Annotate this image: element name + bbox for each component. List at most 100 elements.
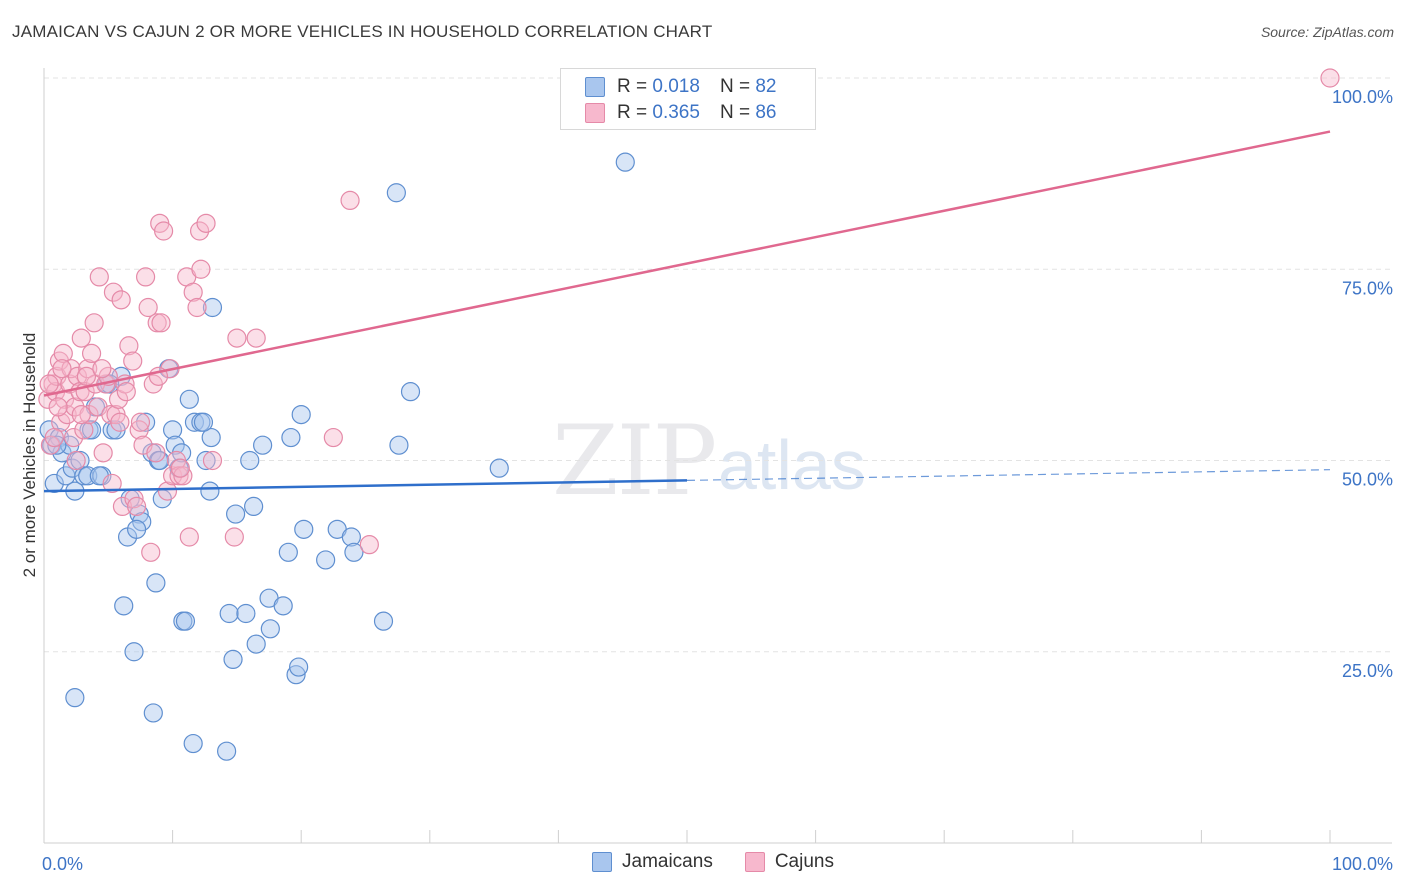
jamaicans-point xyxy=(244,496,264,516)
tick-labels: 25.0% 50.0% 75.0% 100.0% 0.0% 100.0% xyxy=(42,87,1393,874)
jamaicans-trend-extension xyxy=(686,469,1331,481)
cajuns-point xyxy=(130,412,151,432)
cajuns-point xyxy=(129,420,149,440)
cajuns-point xyxy=(44,427,64,448)
jamaicans-legend-swatch xyxy=(592,852,612,872)
jamaicans-point xyxy=(260,619,280,639)
jamaicans-point xyxy=(200,481,220,501)
cajuns-point xyxy=(126,496,147,516)
cajuns-point xyxy=(183,282,203,302)
jamaicans-point xyxy=(489,458,509,478)
y-tick-label: 100.0% xyxy=(1332,87,1393,107)
jamaicans-point xyxy=(344,542,364,562)
cajuns-point xyxy=(78,359,98,379)
jamaicans-point xyxy=(114,596,134,616)
x-tick-label: 100.0% xyxy=(1332,854,1393,874)
jamaicans-point xyxy=(126,519,147,539)
cajuns-point xyxy=(138,297,158,318)
stats-row-cajuns: R = 0.365 N = 86 xyxy=(585,100,776,126)
jamaicans-point xyxy=(175,611,196,631)
cajuns-point xyxy=(323,427,343,448)
y-tick-label: 25.0% xyxy=(1342,661,1393,681)
cajuns-trend-line xyxy=(43,130,1331,397)
cajuns-point xyxy=(89,267,109,287)
jamaicans-point xyxy=(217,741,237,761)
stats-row-jamaicans: R = 0.018 N = 82 xyxy=(585,74,776,100)
jamaicans-point xyxy=(226,504,246,524)
y-axis-label: 2 or more Vehicles in Household xyxy=(20,333,39,578)
jamaicans-point xyxy=(278,542,298,562)
cajuns-point xyxy=(102,473,122,494)
r-label: R = xyxy=(617,76,648,97)
cajuns-point xyxy=(202,450,223,471)
cajuns-point xyxy=(63,427,84,448)
jamaicans-r-value: 0.018 xyxy=(652,76,700,97)
cajuns-r-value: 0.365 xyxy=(652,102,700,123)
legend-item-cajuns[interactable]: Cajuns xyxy=(744,851,834,873)
jamaicans-point xyxy=(289,657,309,677)
cajuns-point xyxy=(1320,68,1340,88)
jamaicans-point xyxy=(65,688,85,708)
cajuns-point xyxy=(170,458,190,478)
jamaicans-point xyxy=(193,412,214,432)
jamaicans-point xyxy=(135,412,156,432)
cajuns-point xyxy=(135,267,156,287)
cajuns-point xyxy=(111,290,131,310)
jamaicans-point xyxy=(129,504,149,524)
cajuns-point xyxy=(173,466,193,486)
jamaicans-point xyxy=(253,435,273,455)
r-label: R = xyxy=(617,102,648,123)
cajuns-point xyxy=(153,221,174,241)
cajuns-point xyxy=(52,359,72,379)
jamaicans-swatch xyxy=(585,77,605,97)
cajuns-point xyxy=(224,527,244,547)
cajuns-point xyxy=(74,420,94,440)
watermark-atlas: atlas xyxy=(718,426,866,504)
y-tick-label: 50.0% xyxy=(1342,470,1393,490)
jamaicans-point xyxy=(143,703,163,723)
cajuns-point xyxy=(227,328,247,348)
jamaicans-point xyxy=(615,152,635,172)
n-label: N = xyxy=(719,102,751,123)
jamaicans-point xyxy=(281,427,301,448)
jamaicans-point xyxy=(286,665,306,685)
cajuns-point xyxy=(66,450,86,471)
cajuns-point xyxy=(110,412,130,432)
jamaicans-point xyxy=(44,473,64,494)
cajuns-point xyxy=(163,466,183,486)
cajuns-point xyxy=(84,313,104,333)
jamaicans-point xyxy=(341,527,361,547)
jamaicans-point xyxy=(316,550,336,570)
axes xyxy=(43,68,1392,844)
y-tick-label: 75.0% xyxy=(1342,278,1393,298)
jamaicans-point xyxy=(163,420,183,440)
jamaicans-point xyxy=(124,642,144,662)
cajuns-point xyxy=(92,359,112,379)
cajuns-point xyxy=(103,282,124,302)
jamaicans-point xyxy=(389,435,409,455)
jamaicans-point xyxy=(179,389,199,409)
cajuns-point xyxy=(71,328,91,348)
legend-item-jamaicans[interactable]: Jamaicans xyxy=(592,851,713,873)
cajuns-point xyxy=(81,343,102,363)
x-tick-label: 0.0% xyxy=(42,854,83,874)
cajuns-swatch xyxy=(585,103,605,123)
cajuns-point xyxy=(112,496,133,516)
cajuns-point xyxy=(340,190,360,210)
cajuns-point xyxy=(246,328,266,348)
jamaicans-point xyxy=(236,603,256,624)
jamaicans-point xyxy=(78,466,98,486)
jamaicans-point xyxy=(165,435,185,455)
jamaicans-points xyxy=(39,152,635,761)
cajuns-point xyxy=(39,374,59,394)
cajuns-legend-swatch xyxy=(744,852,765,872)
cajuns-point xyxy=(93,443,113,463)
jamaicans-point xyxy=(294,519,314,539)
jamaicans-point xyxy=(219,603,239,624)
cajuns-point xyxy=(179,527,199,547)
cajuns-n-value: 86 xyxy=(755,102,777,123)
cajuns-point xyxy=(48,397,68,417)
cajuns-point xyxy=(187,297,207,318)
trend-lines xyxy=(43,130,1331,493)
